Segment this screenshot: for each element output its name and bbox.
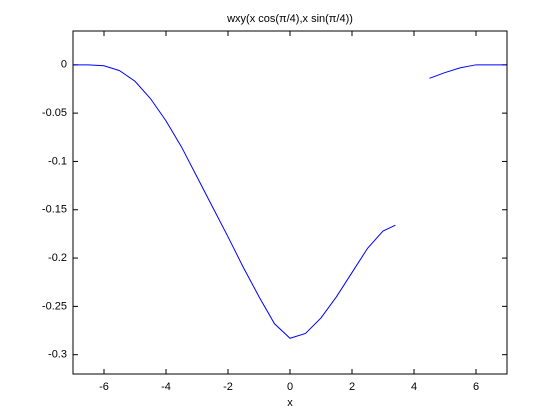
x-tick-label: 4 — [411, 381, 417, 393]
x-tick-label: -6 — [99, 381, 109, 393]
x-tick-label: 0 — [287, 381, 293, 393]
x-axis-label: x — [287, 397, 293, 409]
data-line — [73, 64, 507, 339]
x-tick-label: 2 — [349, 381, 355, 393]
y-tick-label: -0.2 — [48, 252, 67, 264]
y-tick-label: 0 — [61, 59, 67, 71]
x-tick-label: -4 — [161, 381, 171, 393]
y-tick-label: -0.1 — [48, 155, 67, 167]
chart-title: wxy(x cos(π/4),x sin(π/4)) — [226, 13, 353, 25]
axes-box — [72, 30, 508, 375]
x-tick-label: 6 — [473, 381, 479, 393]
y-tick-label: -0.15 — [42, 204, 67, 216]
x-tick-label: -2 — [223, 381, 233, 393]
y-tick-label: -0.3 — [48, 349, 67, 361]
plot-area — [73, 31, 507, 374]
y-tick-label: -0.05 — [42, 107, 67, 119]
y-tick-label: -0.25 — [42, 300, 67, 312]
